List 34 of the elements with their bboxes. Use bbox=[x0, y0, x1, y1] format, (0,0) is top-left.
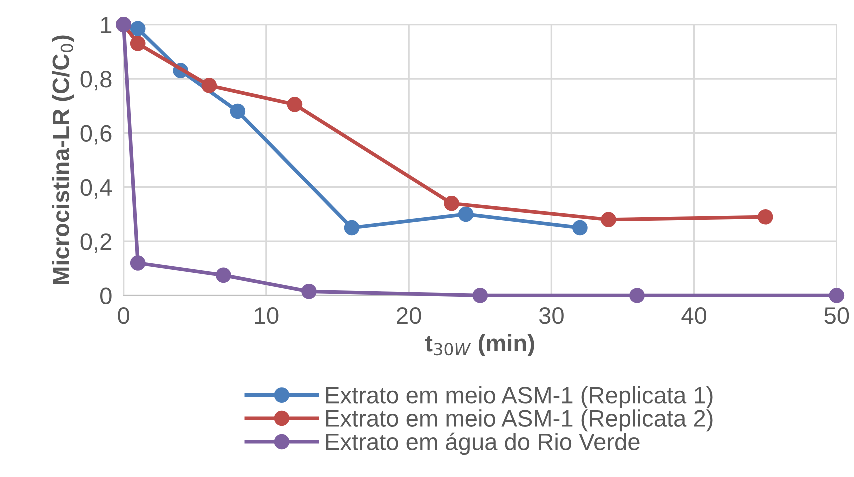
point bbox=[572, 220, 588, 236]
x-tick-label: 50 bbox=[824, 307, 850, 324]
point bbox=[202, 78, 218, 94]
point bbox=[472, 288, 488, 304]
legend-label: Extrato em água do Rio Verde bbox=[326, 432, 640, 456]
point bbox=[130, 36, 146, 52]
x-tick-label: 30 bbox=[539, 307, 564, 324]
point bbox=[130, 21, 146, 37]
y-tick-label: 0,6 bbox=[80, 125, 112, 145]
legend-label: Extrato em meio ASM-1 (Replicata 1) bbox=[326, 386, 713, 408]
y-tick-label: 0,2 bbox=[80, 234, 112, 254]
y-tick-label: 1 bbox=[101, 17, 112, 34]
x-axis-title: t$_{30W}$ (min) bbox=[425, 334, 534, 356]
y-tick-label: 0,4 bbox=[80, 179, 112, 199]
point bbox=[216, 268, 232, 284]
x-tick-label: 0 bbox=[118, 307, 130, 324]
point bbox=[230, 104, 246, 120]
legend-label: Extrato em meio ASM-1 (Replicata 2) bbox=[326, 410, 713, 432]
x-tick-label: 20 bbox=[397, 307, 422, 324]
point bbox=[458, 206, 474, 222]
y-tick-label: 0 bbox=[100, 288, 112, 305]
point bbox=[130, 256, 146, 271]
x-tick-label: 10 bbox=[255, 307, 279, 324]
x-tick-label: 40 bbox=[682, 307, 707, 324]
point bbox=[601, 212, 616, 228]
point bbox=[829, 288, 845, 304]
point bbox=[287, 97, 303, 112]
point bbox=[758, 210, 774, 225]
point bbox=[444, 196, 460, 212]
point bbox=[630, 288, 645, 304]
point bbox=[302, 284, 317, 300]
y-tick-label: 0,8 bbox=[80, 71, 112, 91]
y-axis-title: Microcistina-LR (C/C$_{0}$) bbox=[52, 36, 74, 284]
point bbox=[344, 220, 360, 236]
